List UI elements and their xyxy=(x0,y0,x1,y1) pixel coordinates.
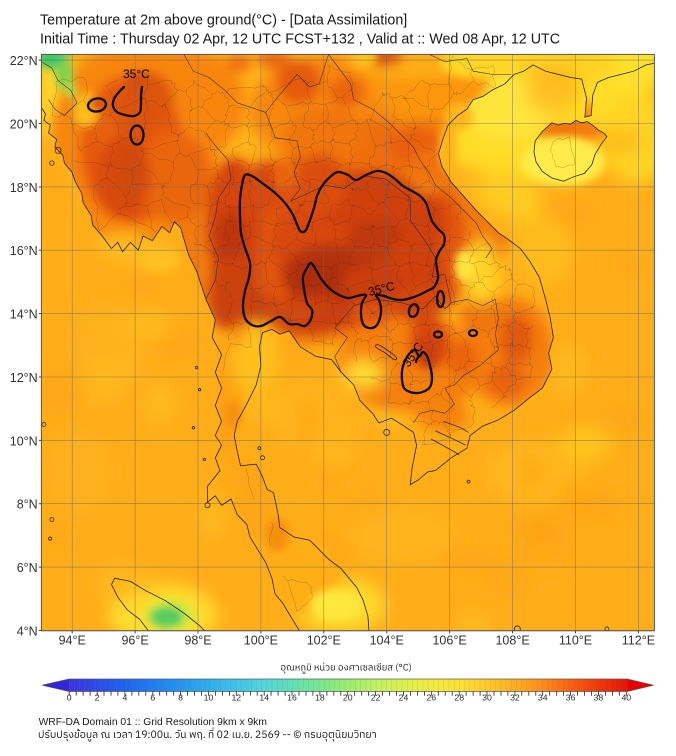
svg-text:0: 0 xyxy=(67,693,72,703)
svg-text:14°N: 14°N xyxy=(10,308,38,322)
svg-text:102°E: 102°E xyxy=(307,634,341,648)
svg-text:WRF-DA Domain 01 :: Grid Resol: WRF-DA Domain 01 :: Grid Resolution 9km … xyxy=(39,717,267,728)
svg-text:100°E: 100°E xyxy=(244,634,278,648)
svg-text:16: 16 xyxy=(287,693,297,703)
svg-text:18: 18 xyxy=(315,693,325,703)
svg-text:6: 6 xyxy=(150,693,155,703)
svg-text:34: 34 xyxy=(538,693,548,703)
svg-text:104°E: 104°E xyxy=(370,634,404,648)
svg-text:36: 36 xyxy=(566,693,576,703)
svg-text:2: 2 xyxy=(95,693,100,703)
svg-text:12: 12 xyxy=(231,693,241,703)
svg-text:94°E: 94°E xyxy=(59,634,86,648)
svg-text:112°E: 112°E xyxy=(622,634,655,648)
svg-text:96°E: 96°E xyxy=(121,634,148,648)
svg-text:40: 40 xyxy=(621,693,631,703)
svg-text:108°E: 108°E xyxy=(495,634,529,648)
svg-text:32: 32 xyxy=(510,693,520,703)
svg-text:4°N: 4°N xyxy=(17,625,38,639)
svg-text:22°N: 22°N xyxy=(10,54,38,68)
svg-text:30: 30 xyxy=(482,693,492,703)
svg-text:35°C: 35°C xyxy=(123,67,150,81)
svg-text:35°C: 35°C xyxy=(367,279,397,299)
svg-text:4: 4 xyxy=(122,693,127,703)
svg-text:10°N: 10°N xyxy=(10,434,38,448)
svg-text:20°N: 20°N xyxy=(10,118,38,132)
svg-text:14: 14 xyxy=(259,693,269,703)
svg-text:26: 26 xyxy=(426,693,436,703)
svg-text:22: 22 xyxy=(371,693,381,703)
svg-text:12°N: 12°N xyxy=(10,371,38,385)
svg-text:10: 10 xyxy=(204,693,214,703)
svg-text:38: 38 xyxy=(594,693,604,703)
svg-text:106°E: 106°E xyxy=(432,634,466,648)
svg-text:28: 28 xyxy=(454,693,464,703)
svg-text:Temperature at 2m above ground: Temperature at 2m above ground(°C) - [Da… xyxy=(40,13,407,29)
svg-text:8°N: 8°N xyxy=(17,498,38,512)
svg-text:16°N: 16°N xyxy=(10,244,38,258)
svg-text:Initial Time : Thursday 02 Apr: Initial Time : Thursday 02 Apr, 12 UTC F… xyxy=(40,31,560,47)
svg-text:24: 24 xyxy=(399,693,409,703)
svg-text:8: 8 xyxy=(178,693,183,703)
svg-text:6°N: 6°N xyxy=(17,561,38,575)
svg-text:98°E: 98°E xyxy=(184,634,211,648)
svg-text:18°N: 18°N xyxy=(10,181,38,195)
svg-text:110°E: 110°E xyxy=(559,634,592,648)
svg-text:20: 20 xyxy=(343,693,353,703)
